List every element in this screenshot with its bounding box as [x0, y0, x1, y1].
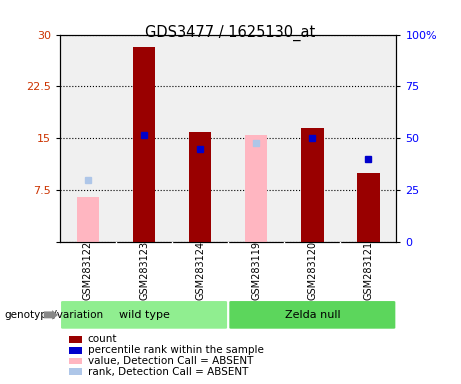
Text: wild type: wild type [118, 310, 170, 320]
Text: percentile rank within the sample: percentile rank within the sample [88, 345, 264, 355]
Text: GDS3477 / 1625130_at: GDS3477 / 1625130_at [145, 25, 316, 41]
Text: GSM283119: GSM283119 [251, 241, 261, 300]
Text: genotype/variation: genotype/variation [5, 310, 104, 320]
Text: GSM283121: GSM283121 [363, 241, 373, 300]
Bar [133, 47, 155, 242]
Bar [245, 135, 267, 242]
Text: GSM283122: GSM283122 [83, 241, 93, 300]
FancyBboxPatch shape [61, 301, 227, 329]
Bar [77, 197, 99, 242]
Text: Zelda null: Zelda null [284, 310, 340, 320]
Text: GSM283120: GSM283120 [307, 241, 317, 300]
Bar [189, 132, 211, 242]
Text: GSM283124: GSM283124 [195, 241, 205, 300]
FancyBboxPatch shape [229, 301, 396, 329]
Text: count: count [88, 334, 117, 344]
Bar [301, 128, 324, 242]
Bar [357, 173, 379, 242]
Text: value, Detection Call = ABSENT: value, Detection Call = ABSENT [88, 356, 253, 366]
Text: rank, Detection Call = ABSENT: rank, Detection Call = ABSENT [88, 367, 248, 377]
Text: GSM283123: GSM283123 [139, 241, 149, 300]
